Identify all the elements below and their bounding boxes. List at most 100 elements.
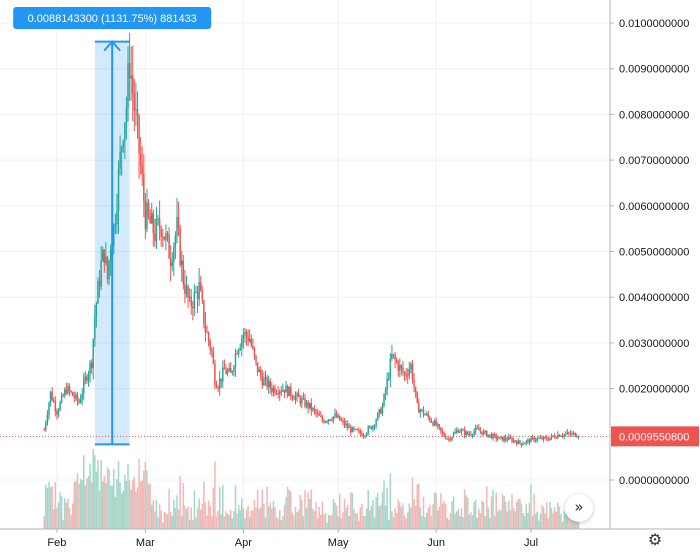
candle-body — [226, 370, 229, 374]
candle-body — [144, 200, 147, 230]
volume-bar — [242, 508, 245, 529]
volume-bar — [130, 489, 132, 529]
candle-body — [389, 359, 392, 379]
candle-body — [541, 437, 543, 440]
candle-body — [247, 336, 249, 342]
volume-bar — [465, 495, 467, 529]
candle-body — [294, 395, 297, 400]
candle-body — [343, 420, 346, 426]
candle-body — [263, 378, 265, 386]
volume-bar — [250, 510, 253, 529]
volume-bar — [241, 498, 243, 529]
volume-bar — [100, 460, 102, 529]
volume-bar — [359, 507, 362, 529]
volume-bar — [114, 496, 117, 529]
candle-body — [152, 213, 155, 234]
volume-bar — [225, 511, 227, 529]
candle-body — [546, 437, 548, 440]
volume-bar — [443, 500, 445, 529]
volume-bar — [389, 473, 392, 529]
volume-bar — [386, 487, 388, 529]
volume-bar — [561, 521, 564, 529]
candle-body — [462, 429, 464, 431]
volume-bar — [274, 506, 276, 529]
candle-body — [48, 403, 50, 415]
volume-bar — [146, 470, 148, 529]
volume-bar — [324, 513, 327, 529]
candle-body — [523, 443, 526, 445]
volume-bar — [473, 501, 475, 529]
volume-bar — [43, 516, 45, 529]
volume-bar — [275, 517, 278, 529]
candle-body — [576, 436, 578, 438]
volume-bar — [520, 503, 523, 529]
candle-body — [522, 444, 524, 446]
candle-body — [342, 420, 344, 422]
candle-body — [457, 430, 460, 433]
volume-bar — [516, 501, 518, 529]
volume-bar — [315, 502, 317, 529]
candle-body — [130, 75, 132, 79]
volume-bar — [214, 461, 216, 529]
volume-bar — [135, 491, 137, 529]
candle-body — [108, 260, 110, 280]
measure-tool[interactable]: 0.0088143300 (1131.75%) 881433 — [13, 7, 212, 446]
volume-bar — [113, 468, 115, 529]
volume-bar — [67, 498, 69, 529]
volume-bar — [440, 493, 442, 529]
candle-body — [291, 396, 294, 399]
volume-bar — [425, 512, 428, 529]
candle-body — [334, 413, 336, 417]
time-tick-label: Feb — [47, 537, 66, 549]
time-tick-label: Apr — [235, 537, 252, 549]
volume-bar — [94, 455, 96, 529]
candle-body — [223, 367, 226, 370]
price-tick-label: 0.0070000000 — [619, 155, 689, 167]
volume-bar — [103, 475, 106, 529]
time-axis[interactable]: Feb Mar Apr May Jun Jul — [47, 529, 538, 549]
volume-bar — [218, 487, 221, 529]
chart-settings-button[interactable]: ⚙ — [643, 528, 667, 552]
volume-bar — [305, 507, 308, 529]
candle-body — [359, 430, 362, 434]
volume-bar — [391, 511, 393, 529]
candle-body — [83, 379, 85, 394]
candle-body — [568, 432, 570, 434]
volume-bar — [449, 513, 452, 529]
volume-bar — [493, 516, 496, 529]
scroll-to-realtime-button[interactable]: » — [565, 494, 593, 522]
volume-bar — [402, 503, 404, 529]
price-tick-label: 0.0100000000 — [619, 18, 689, 30]
candle-body — [348, 427, 350, 429]
time-tick-label: May — [328, 537, 349, 549]
volume-bar — [531, 515, 534, 529]
candle-body — [231, 371, 234, 373]
volume-bars — [43, 449, 580, 529]
candle-body — [337, 415, 339, 418]
volume-bar — [125, 480, 128, 529]
candle-body — [75, 394, 77, 399]
candle-body — [388, 378, 390, 380]
candle-body — [173, 246, 175, 263]
volume-bar — [422, 496, 425, 529]
candle-body — [549, 437, 551, 441]
candle-body — [449, 438, 452, 440]
candle-body — [176, 216, 178, 236]
candle-body — [308, 402, 311, 408]
candle-body — [84, 376, 87, 380]
volume-bar — [304, 490, 306, 529]
candle-body — [171, 262, 174, 267]
price-axis[interactable]: 0.0100000000 0.0090000000 0.0080000000 0.00… — [610, 18, 689, 487]
candle-body — [162, 236, 164, 238]
volume-bar — [399, 502, 401, 529]
volume-bar — [421, 516, 423, 529]
candle-body — [391, 353, 393, 360]
volume-bar — [482, 502, 485, 529]
candle-body — [441, 431, 444, 434]
volume-bar — [335, 505, 338, 529]
volume-bar — [405, 518, 407, 529]
candle-body — [353, 427, 355, 430]
candle-body — [452, 433, 455, 438]
candle-body — [429, 417, 431, 422]
